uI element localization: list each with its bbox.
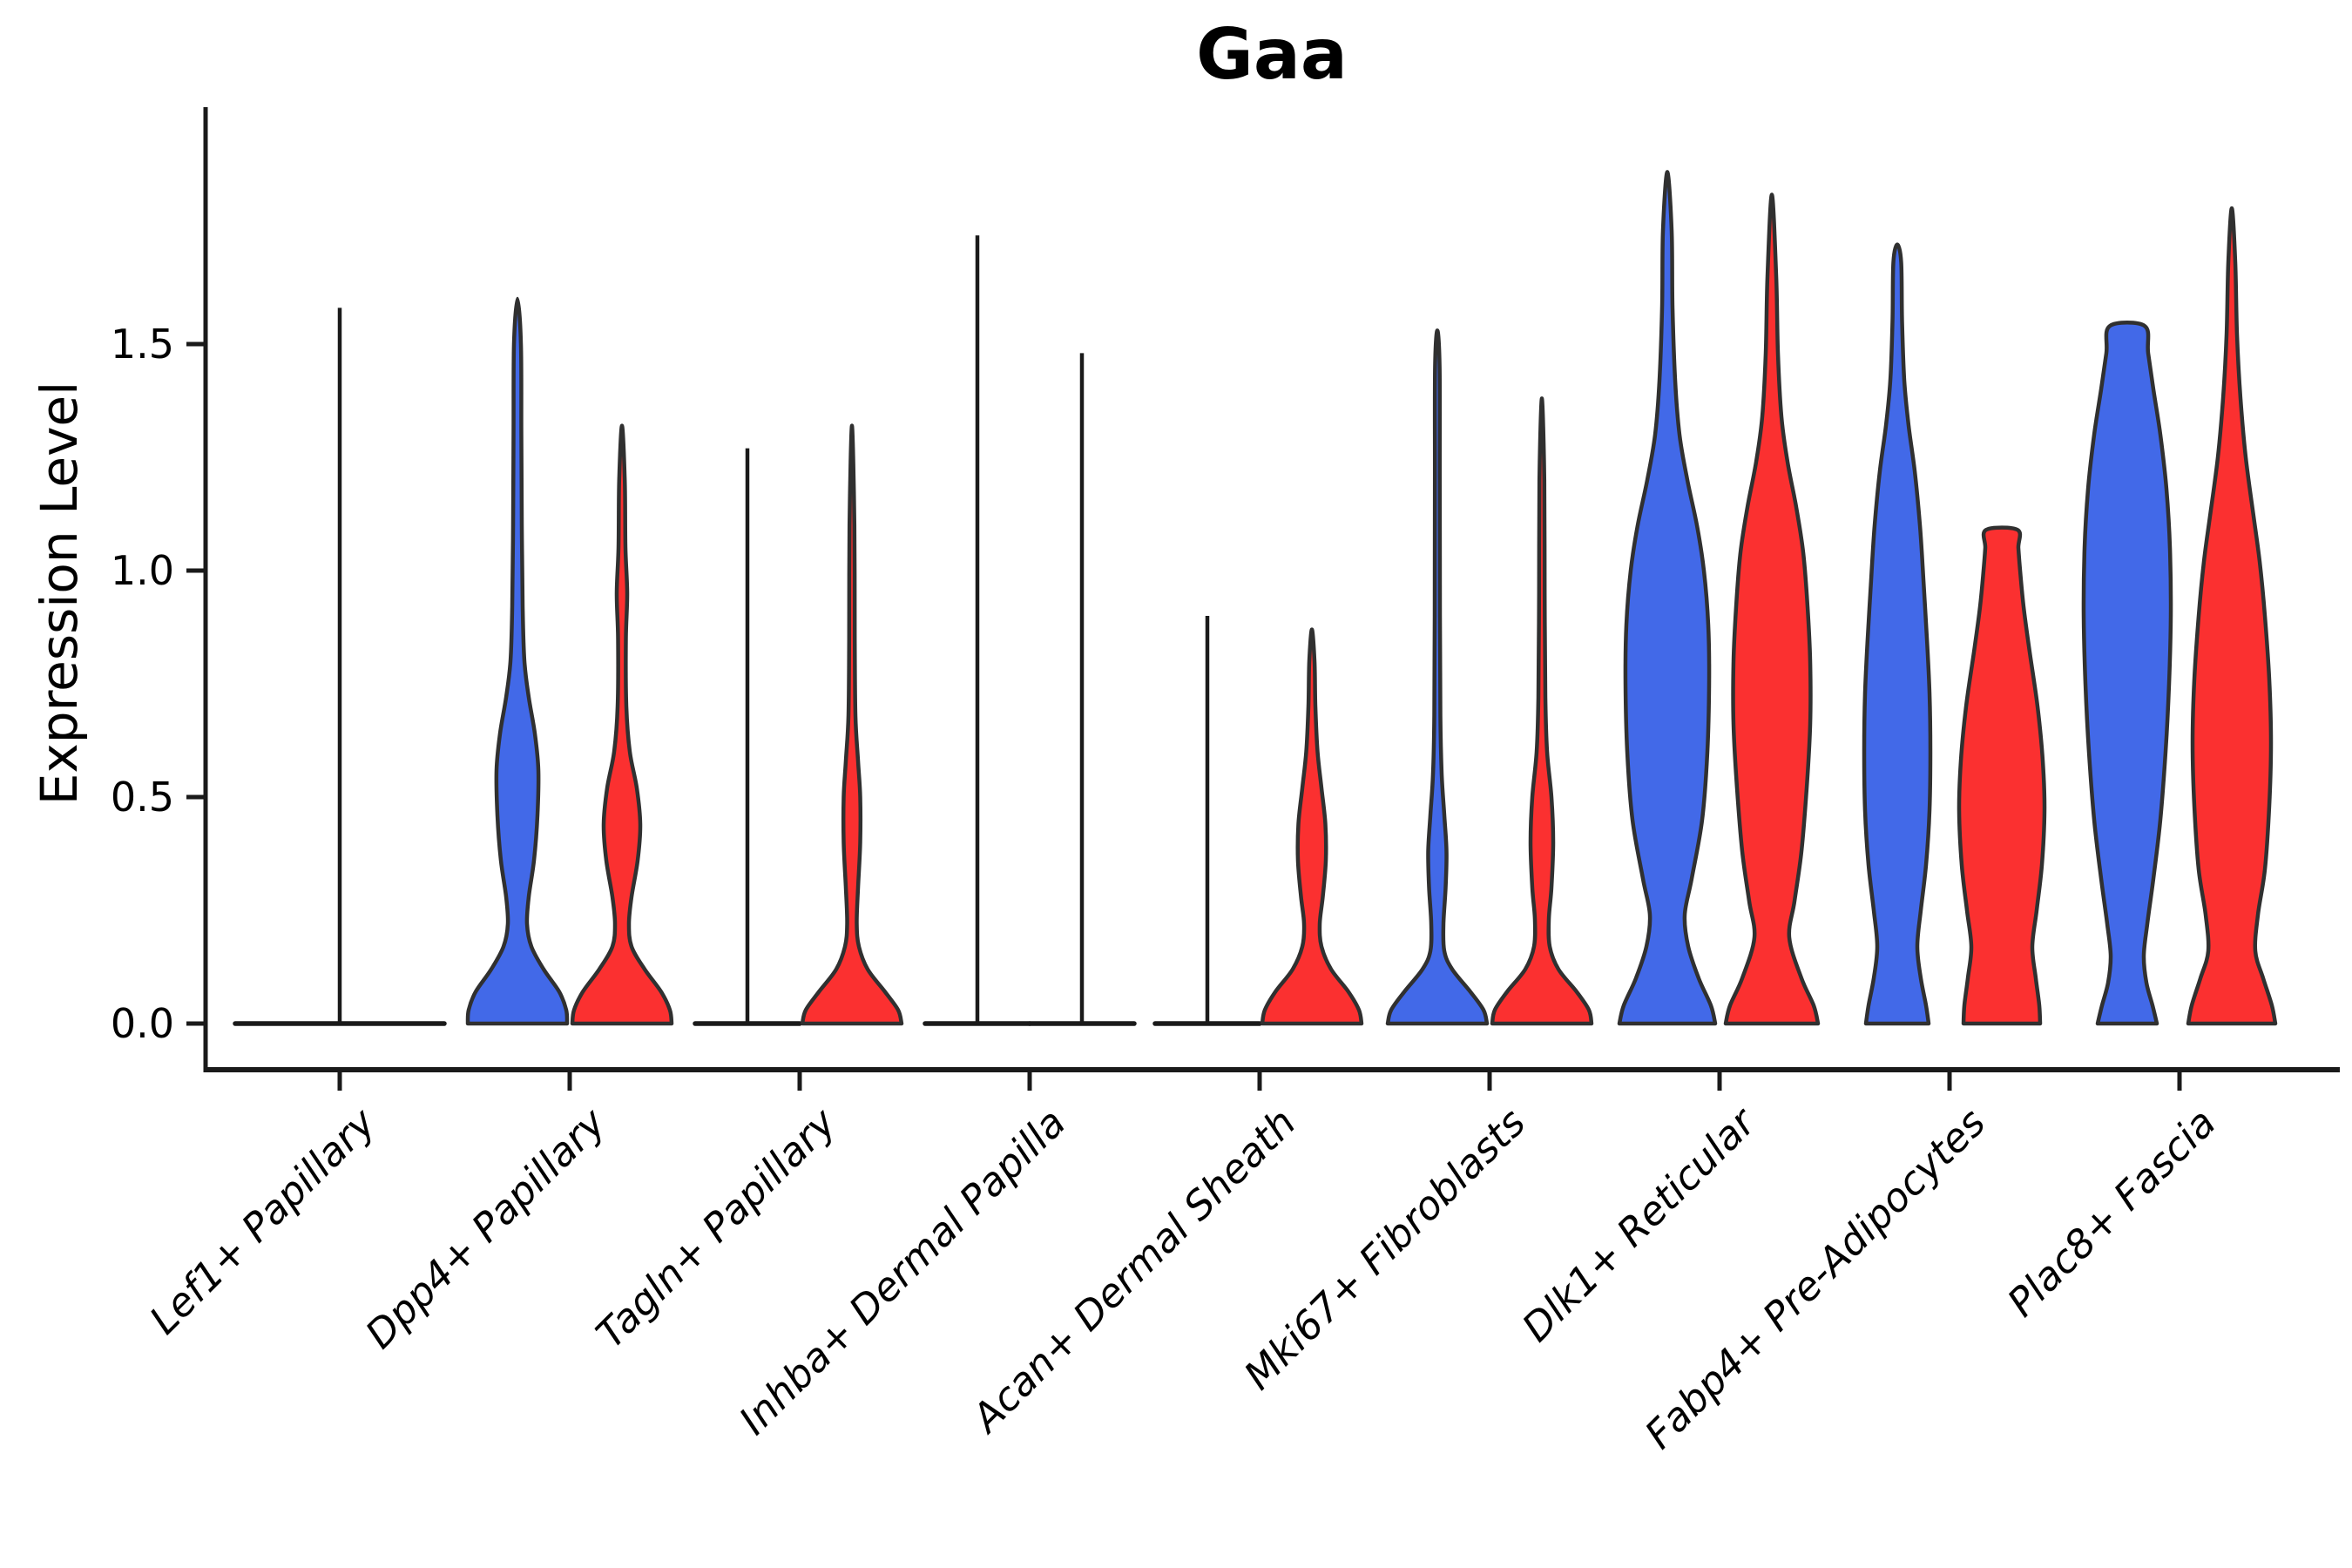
violin-dlk1-reticular-red — [1723, 193, 1821, 1026]
y-tick-label: 0.0 — [110, 1000, 174, 1047]
violin-tagln-papillary-red — [800, 423, 904, 1026]
violin-mki67-fibroblasts-red — [1490, 396, 1594, 1026]
violin-fabp4-pre-adipocytes-red — [1957, 525, 2047, 1026]
violin-dpp4-papillary-blue — [465, 296, 570, 1026]
violin-dpp4-papillary-red — [570, 423, 674, 1026]
violin-plac8-fascia-blue — [2081, 321, 2173, 1026]
violin-dlk1-reticular-blue — [1617, 170, 1718, 1026]
y-tick-label: 1.5 — [110, 321, 174, 368]
y-tick-label: 0.5 — [110, 774, 174, 821]
violin-fabp4-pre-adipocytes-blue — [1862, 242, 1933, 1026]
violin-plac8-fascia-red — [2186, 206, 2278, 1026]
y-tick-label: 1.0 — [110, 547, 174, 594]
violin-acan-dermal-sheath-red — [1260, 627, 1364, 1026]
chart-title: Gaa — [1196, 14, 1348, 95]
violin-mki67-fibroblasts-blue — [1385, 328, 1490, 1026]
